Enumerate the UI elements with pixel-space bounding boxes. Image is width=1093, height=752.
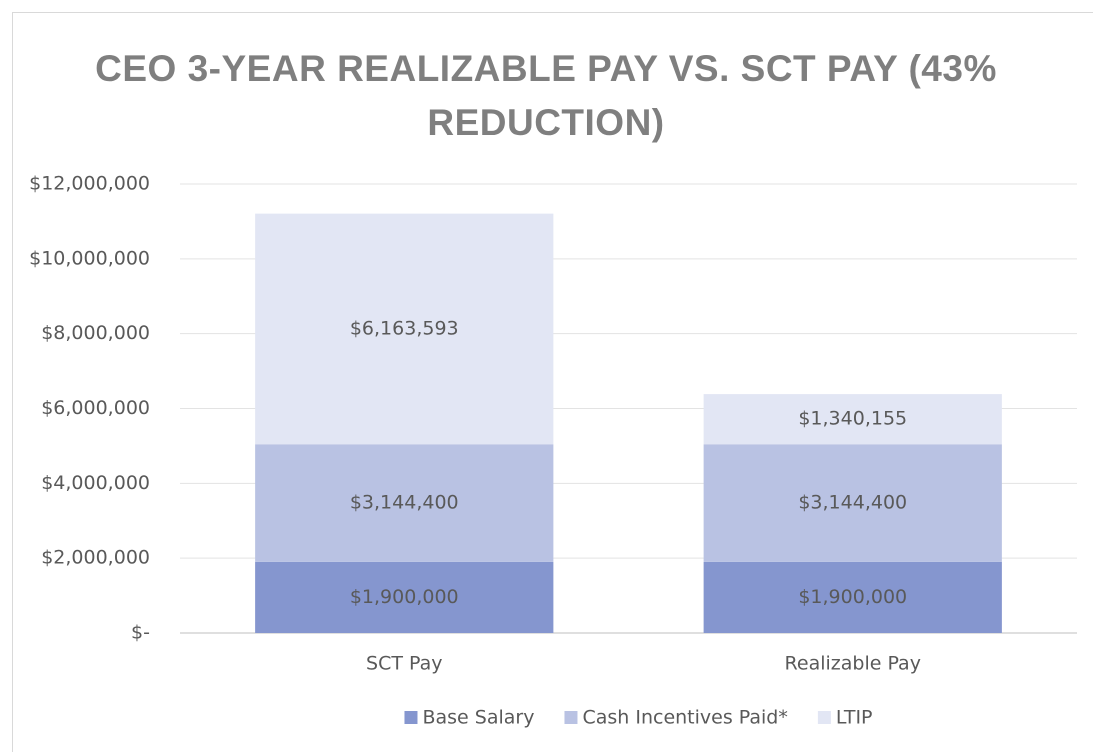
y-tick-label: $- — [131, 622, 150, 644]
bar-segment — [255, 444, 554, 562]
data-label: $3,144,400 — [350, 492, 459, 514]
bar-segment — [255, 561, 554, 633]
legend-swatch — [404, 711, 418, 724]
y-tick-label: $8,000,000 — [41, 322, 150, 344]
y-tick-label: $10,000,000 — [29, 247, 150, 269]
data-label: $1,900,000 — [798, 586, 907, 608]
bar-segment — [703, 394, 1002, 445]
bar-segment — [255, 213, 554, 445]
bar-segment — [703, 561, 1002, 633]
chart-title: CEO 3-YEAR REALIZABLE PAY VS. SCT PAY (4… — [95, 48, 997, 143]
data-label: $1,900,000 — [350, 586, 459, 608]
y-tick-label: $4,000,000 — [41, 472, 150, 494]
data-label: $3,144,400 — [798, 492, 907, 514]
y-tick-label: $2,000,000 — [41, 547, 150, 569]
legend-label: Base Salary — [422, 707, 534, 729]
y-tick-label: $6,000,000 — [41, 397, 150, 419]
y-tick-label: $12,000,000 — [29, 173, 150, 195]
data-label: $6,163,593 — [350, 317, 459, 339]
legend-swatch — [817, 711, 831, 724]
legend-label: LTIP — [836, 707, 873, 729]
bar-segment — [703, 444, 1002, 562]
legend-label: Cash Incentives Paid* — [582, 707, 787, 729]
x-tick-label: SCT Pay — [366, 653, 442, 675]
chart-frame — [12, 12, 1093, 752]
legend-swatch — [564, 711, 578, 724]
data-label: $1,340,155 — [798, 408, 907, 430]
x-tick-label: Realizable Pay — [785, 653, 921, 675]
